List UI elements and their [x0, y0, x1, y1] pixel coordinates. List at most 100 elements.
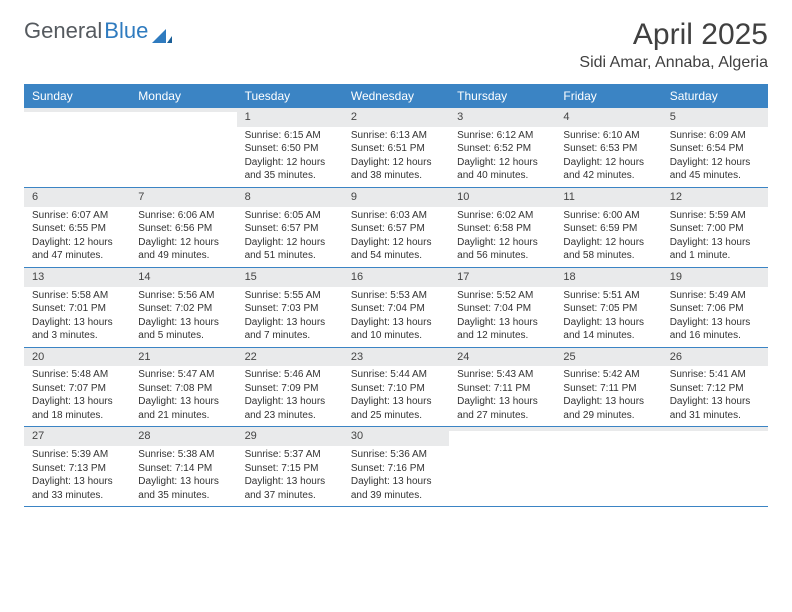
- day-number: 8: [237, 188, 343, 207]
- sunrise-text: Sunrise: 6:10 AM: [563, 129, 653, 143]
- day-number: 5: [662, 108, 768, 127]
- sunset-text: Sunset: 7:07 PM: [32, 382, 122, 396]
- day-body: Sunrise: 5:52 AMSunset: 7:04 PMDaylight:…: [449, 287, 555, 347]
- day-number: 11: [555, 188, 661, 207]
- day-number: 1: [237, 108, 343, 127]
- week-row: 13Sunrise: 5:58 AMSunset: 7:01 PMDayligh…: [24, 268, 768, 348]
- day-body: [555, 431, 661, 437]
- day-body: [662, 431, 768, 437]
- sunset-text: Sunset: 6:53 PM: [563, 142, 653, 156]
- day-cell: 13Sunrise: 5:58 AMSunset: 7:01 PMDayligh…: [24, 268, 130, 347]
- daylight-text: Daylight: 13 hours and 25 minutes.: [351, 395, 441, 422]
- sunset-text: Sunset: 6:56 PM: [138, 222, 228, 236]
- sunrise-text: Sunrise: 6:03 AM: [351, 209, 441, 223]
- sunset-text: Sunset: 7:04 PM: [457, 302, 547, 316]
- sunset-text: Sunset: 6:55 PM: [32, 222, 122, 236]
- day-number: 7: [130, 188, 236, 207]
- weekday-label: Tuesday: [237, 84, 343, 108]
- day-number: 3: [449, 108, 555, 127]
- daylight-text: Daylight: 13 hours and 35 minutes.: [138, 475, 228, 502]
- daylight-text: Daylight: 13 hours and 12 minutes.: [457, 316, 547, 343]
- sunrise-text: Sunrise: 5:59 AM: [670, 209, 760, 223]
- daylight-text: Daylight: 13 hours and 23 minutes.: [245, 395, 335, 422]
- logo-text-1: General: [24, 18, 102, 44]
- sunrise-text: Sunrise: 6:13 AM: [351, 129, 441, 143]
- sunrise-text: Sunrise: 6:06 AM: [138, 209, 228, 223]
- week-row: 6Sunrise: 6:07 AMSunset: 6:55 PMDaylight…: [24, 188, 768, 268]
- day-number: 27: [24, 427, 130, 446]
- day-body: Sunrise: 5:56 AMSunset: 7:02 PMDaylight:…: [130, 287, 236, 347]
- day-body: Sunrise: 5:43 AMSunset: 7:11 PMDaylight:…: [449, 366, 555, 426]
- day-body: Sunrise: 5:46 AMSunset: 7:09 PMDaylight:…: [237, 366, 343, 426]
- daylight-text: Daylight: 13 hours and 7 minutes.: [245, 316, 335, 343]
- sunrise-text: Sunrise: 5:52 AM: [457, 289, 547, 303]
- day-body: Sunrise: 5:39 AMSunset: 7:13 PMDaylight:…: [24, 446, 130, 506]
- day-body: Sunrise: 6:13 AMSunset: 6:51 PMDaylight:…: [343, 127, 449, 187]
- day-cell: [24, 108, 130, 187]
- daylight-text: Daylight: 12 hours and 35 minutes.: [245, 156, 335, 183]
- weekday-label: Saturday: [662, 84, 768, 108]
- day-cell: 7Sunrise: 6:06 AMSunset: 6:56 PMDaylight…: [130, 188, 236, 267]
- day-body: Sunrise: 5:41 AMSunset: 7:12 PMDaylight:…: [662, 366, 768, 426]
- sunset-text: Sunset: 7:09 PM: [245, 382, 335, 396]
- day-cell: 6Sunrise: 6:07 AMSunset: 6:55 PMDaylight…: [24, 188, 130, 267]
- day-number: 16: [343, 268, 449, 287]
- daylight-text: Daylight: 12 hours and 42 minutes.: [563, 156, 653, 183]
- sunset-text: Sunset: 6:50 PM: [245, 142, 335, 156]
- day-number: 26: [662, 348, 768, 367]
- daylight-text: Daylight: 13 hours and 3 minutes.: [32, 316, 122, 343]
- daylight-text: Daylight: 12 hours and 58 minutes.: [563, 236, 653, 263]
- day-body: [449, 431, 555, 437]
- sunset-text: Sunset: 6:57 PM: [351, 222, 441, 236]
- day-cell: 28Sunrise: 5:38 AMSunset: 7:14 PMDayligh…: [130, 427, 236, 506]
- sunset-text: Sunset: 7:14 PM: [138, 462, 228, 476]
- daylight-text: Daylight: 12 hours and 49 minutes.: [138, 236, 228, 263]
- daylight-text: Daylight: 13 hours and 29 minutes.: [563, 395, 653, 422]
- day-number: 2: [343, 108, 449, 127]
- sunset-text: Sunset: 7:03 PM: [245, 302, 335, 316]
- day-cell: [555, 427, 661, 506]
- sunset-text: Sunset: 7:01 PM: [32, 302, 122, 316]
- sunrise-text: Sunrise: 5:43 AM: [457, 368, 547, 382]
- day-body: Sunrise: 5:51 AMSunset: 7:05 PMDaylight:…: [555, 287, 661, 347]
- weekday-label: Wednesday: [343, 84, 449, 108]
- day-body: Sunrise: 5:38 AMSunset: 7:14 PMDaylight:…: [130, 446, 236, 506]
- logo-text-2: Blue: [104, 18, 148, 44]
- day-number: 29: [237, 427, 343, 446]
- daylight-text: Daylight: 13 hours and 27 minutes.: [457, 395, 547, 422]
- day-cell: 12Sunrise: 5:59 AMSunset: 7:00 PMDayligh…: [662, 188, 768, 267]
- daylight-text: Daylight: 12 hours and 45 minutes.: [670, 156, 760, 183]
- sunrise-text: Sunrise: 6:15 AM: [245, 129, 335, 143]
- sail-icon: [152, 23, 172, 39]
- daylight-text: Daylight: 13 hours and 1 minute.: [670, 236, 760, 263]
- day-cell: 9Sunrise: 6:03 AMSunset: 6:57 PMDaylight…: [343, 188, 449, 267]
- day-number: 15: [237, 268, 343, 287]
- sunset-text: Sunset: 7:08 PM: [138, 382, 228, 396]
- sunrise-text: Sunrise: 5:39 AM: [32, 448, 122, 462]
- sunset-text: Sunset: 6:57 PM: [245, 222, 335, 236]
- week-row: 20Sunrise: 5:48 AMSunset: 7:07 PMDayligh…: [24, 348, 768, 428]
- day-body: Sunrise: 6:00 AMSunset: 6:59 PMDaylight:…: [555, 207, 661, 267]
- day-cell: 26Sunrise: 5:41 AMSunset: 7:12 PMDayligh…: [662, 348, 768, 427]
- day-cell: [130, 108, 236, 187]
- day-cell: 18Sunrise: 5:51 AMSunset: 7:05 PMDayligh…: [555, 268, 661, 347]
- day-cell: 22Sunrise: 5:46 AMSunset: 7:09 PMDayligh…: [237, 348, 343, 427]
- sunrise-text: Sunrise: 5:55 AM: [245, 289, 335, 303]
- daylight-text: Daylight: 13 hours and 31 minutes.: [670, 395, 760, 422]
- day-number: 25: [555, 348, 661, 367]
- sunrise-text: Sunrise: 6:12 AM: [457, 129, 547, 143]
- day-body: Sunrise: 6:09 AMSunset: 6:54 PMDaylight:…: [662, 127, 768, 187]
- day-cell: 10Sunrise: 6:02 AMSunset: 6:58 PMDayligh…: [449, 188, 555, 267]
- sunrise-text: Sunrise: 5:56 AM: [138, 289, 228, 303]
- day-cell: 11Sunrise: 6:00 AMSunset: 6:59 PMDayligh…: [555, 188, 661, 267]
- day-body: Sunrise: 6:06 AMSunset: 6:56 PMDaylight:…: [130, 207, 236, 267]
- day-number: 21: [130, 348, 236, 367]
- daylight-text: Daylight: 12 hours and 54 minutes.: [351, 236, 441, 263]
- day-cell: 29Sunrise: 5:37 AMSunset: 7:15 PMDayligh…: [237, 427, 343, 506]
- day-number: 23: [343, 348, 449, 367]
- sunset-text: Sunset: 7:12 PM: [670, 382, 760, 396]
- month-title: April 2025: [579, 18, 768, 52]
- day-number: 28: [130, 427, 236, 446]
- sunrise-text: Sunrise: 5:36 AM: [351, 448, 441, 462]
- sunrise-text: Sunrise: 5:37 AM: [245, 448, 335, 462]
